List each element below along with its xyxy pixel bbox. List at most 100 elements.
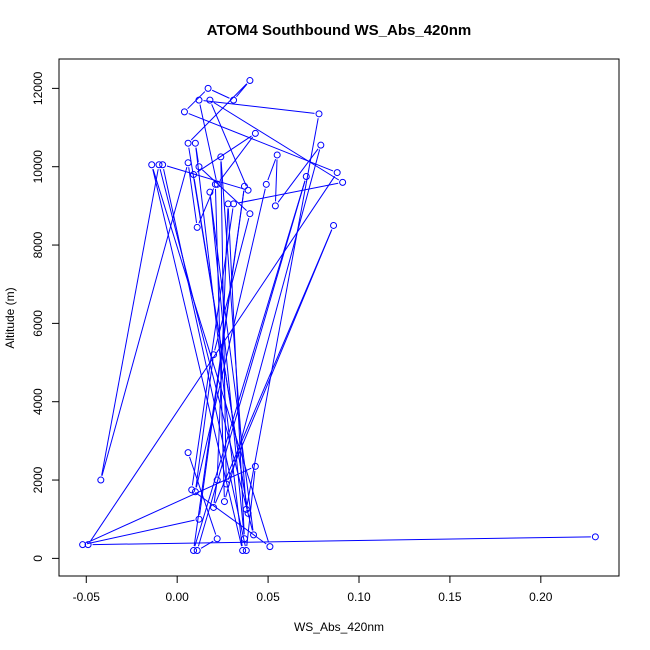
series-segment xyxy=(92,536,591,546)
data-point xyxy=(230,96,238,104)
series-segment xyxy=(227,208,245,535)
y-tick-label: 4000 xyxy=(31,388,45,415)
data-point xyxy=(191,139,199,147)
series-segment xyxy=(211,104,247,187)
series-segment xyxy=(203,100,315,114)
series-segment xyxy=(152,169,243,547)
data-point xyxy=(195,515,203,523)
x-tick-label: 0.20 xyxy=(529,590,553,604)
data-point xyxy=(213,180,221,188)
data-point xyxy=(184,139,192,147)
data-point xyxy=(262,180,270,188)
data-point xyxy=(217,153,225,161)
data-point xyxy=(206,96,214,104)
data-point xyxy=(250,531,258,539)
data-point xyxy=(195,96,203,104)
series-segment xyxy=(197,135,252,173)
series-segment xyxy=(90,176,336,542)
data-point xyxy=(159,161,167,169)
data-point xyxy=(148,161,156,169)
series-segment xyxy=(86,519,195,545)
data-point xyxy=(195,163,203,171)
series-segment xyxy=(195,188,266,488)
series-segment xyxy=(195,492,267,545)
y-tick-label: 0 xyxy=(31,555,45,562)
data-point xyxy=(591,533,599,541)
data-point xyxy=(251,462,259,470)
data-point xyxy=(184,159,192,167)
data-point xyxy=(266,543,274,551)
series-segment xyxy=(267,159,277,181)
data-point xyxy=(339,178,347,186)
data-point xyxy=(206,188,214,196)
y-axis: 0 2000 4000 6000 8000 10000 12000 xyxy=(31,71,60,562)
data-point xyxy=(188,486,196,494)
series-segment xyxy=(237,182,339,204)
x-tick-label: 0.10 xyxy=(347,590,371,604)
data-point xyxy=(302,173,310,180)
series-segment xyxy=(219,136,254,182)
series-segment xyxy=(214,217,250,351)
y-tick-label: 6000 xyxy=(31,310,45,337)
series-segment xyxy=(199,104,217,181)
series-segment xyxy=(166,165,244,190)
data-point xyxy=(193,223,201,231)
series-segment xyxy=(213,484,218,504)
x-tick-label: 0.00 xyxy=(166,590,190,604)
data-point xyxy=(155,161,163,169)
data-point xyxy=(273,151,281,159)
data-point xyxy=(180,108,188,116)
y-tick-label: 12000 xyxy=(31,71,45,105)
series-segment xyxy=(225,149,321,498)
plot-frame xyxy=(58,58,620,577)
data-point xyxy=(184,449,192,457)
series-segment xyxy=(163,169,246,547)
series-segment xyxy=(209,196,245,535)
data-point xyxy=(190,547,198,555)
x-tick-label: 0.05 xyxy=(256,590,280,604)
series-segment xyxy=(101,169,159,476)
series-segment xyxy=(194,180,306,547)
series-segment xyxy=(195,147,243,547)
series-segment xyxy=(246,470,256,547)
data-point xyxy=(190,171,198,179)
data-point xyxy=(317,141,325,149)
series-segment xyxy=(193,190,245,547)
series-segment xyxy=(214,188,225,498)
series-segment xyxy=(190,83,248,141)
y-tick-label: 10000 xyxy=(31,150,45,184)
series-segment xyxy=(236,83,248,97)
data-point xyxy=(251,129,259,137)
data-point xyxy=(210,503,218,511)
data-point xyxy=(220,498,228,506)
data-point xyxy=(244,509,252,517)
data-point xyxy=(239,547,247,555)
x-axis-label: WS_Abs_420nm xyxy=(294,620,384,634)
data-point xyxy=(211,180,219,188)
data-point xyxy=(222,480,230,488)
series-segment xyxy=(189,456,217,535)
data-point xyxy=(246,77,254,85)
data-point xyxy=(84,541,92,549)
series-segment xyxy=(101,166,188,476)
series-segment xyxy=(191,208,234,486)
y-axis-label: Altitude (m) xyxy=(3,287,17,348)
series-segment xyxy=(246,118,319,506)
data-point xyxy=(271,202,279,210)
series-segment xyxy=(86,467,252,544)
data-point xyxy=(204,84,212,92)
data-point xyxy=(213,535,221,543)
data-point xyxy=(330,221,338,229)
chart-title: ATOM4 Southbound WS_Abs_420nm xyxy=(207,22,471,39)
data-point xyxy=(224,200,232,208)
y-tick-label: 8000 xyxy=(31,231,45,258)
data-point xyxy=(242,505,250,513)
x-tick-label: -0.05 xyxy=(73,590,101,604)
series-segment xyxy=(195,359,214,488)
data-point xyxy=(240,535,248,543)
y-tick-label: 2000 xyxy=(31,466,45,493)
data-point xyxy=(242,547,250,555)
series-segment xyxy=(211,89,230,99)
data-point xyxy=(97,476,105,484)
